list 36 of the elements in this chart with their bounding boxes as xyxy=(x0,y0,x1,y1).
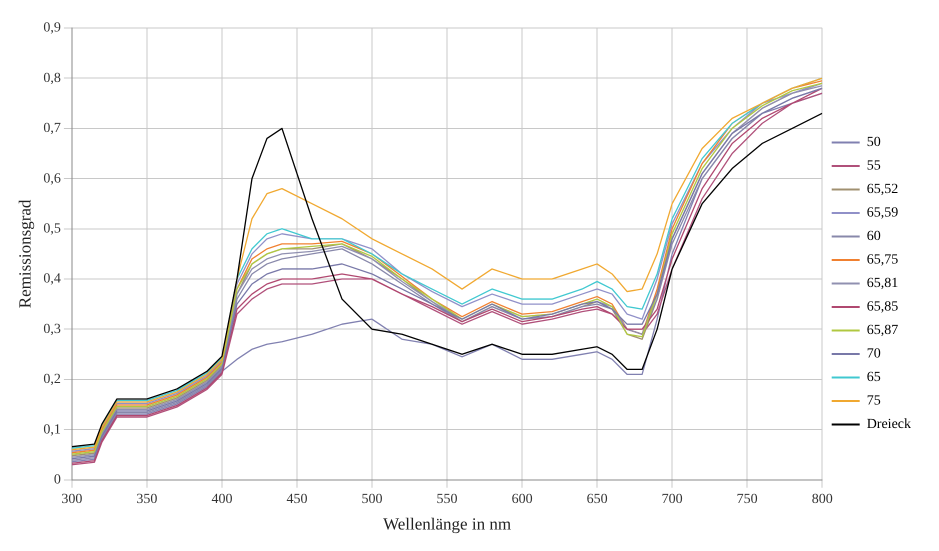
legend-label: 65,75 xyxy=(866,252,898,268)
y-tick-label: 0,7 xyxy=(43,121,61,136)
y-tick-label: 0,3 xyxy=(43,322,61,337)
x-tick-label: 350 xyxy=(136,492,158,507)
y-tick-label: 0 xyxy=(54,472,61,488)
legend-label: 75 xyxy=(866,394,881,409)
x-tick-label: 650 xyxy=(586,492,608,507)
x-tick-label: 550 xyxy=(436,492,458,507)
legend-label: 65,59 xyxy=(866,206,898,221)
legend-label: 65,52 xyxy=(866,182,898,198)
y-tick-label: 0,1 xyxy=(43,422,61,438)
x-tick-label: 400 xyxy=(211,492,232,507)
x-tick-label: 600 xyxy=(512,492,533,507)
legend-label: 65,81 xyxy=(866,276,898,292)
y-tick-label: 0,5 xyxy=(43,221,61,236)
x-tick-label: 750 xyxy=(736,492,758,507)
x-tick-label: 800 xyxy=(812,492,833,507)
y-axis-title: Remissionsgrad xyxy=(16,199,35,308)
legend-label: Dreieck xyxy=(866,417,912,432)
legend-label: 50 xyxy=(866,135,881,150)
x-axis-title: Wellenlänge in nm xyxy=(383,514,512,534)
x-tick-label: 500 xyxy=(362,492,383,507)
y-tick-label: 0,8 xyxy=(43,70,61,86)
legend-label: 65,87 xyxy=(866,323,898,338)
x-tick-label: 300 xyxy=(61,492,82,507)
y-tick-label: 0,9 xyxy=(43,20,61,36)
legend-label: 55 xyxy=(866,158,881,174)
legend-label: 70 xyxy=(866,346,881,362)
x-tick-label: 700 xyxy=(662,492,683,507)
y-tick-label: 0,4 xyxy=(43,272,61,287)
y-tick-label: 0,2 xyxy=(43,372,61,388)
legend-label: 65,85 xyxy=(866,300,898,315)
legend-label: 65 xyxy=(866,370,881,386)
x-tick-label: 450 xyxy=(286,492,308,507)
legend-label: 60 xyxy=(866,229,881,244)
y-tick-label: 0,6 xyxy=(43,171,61,186)
